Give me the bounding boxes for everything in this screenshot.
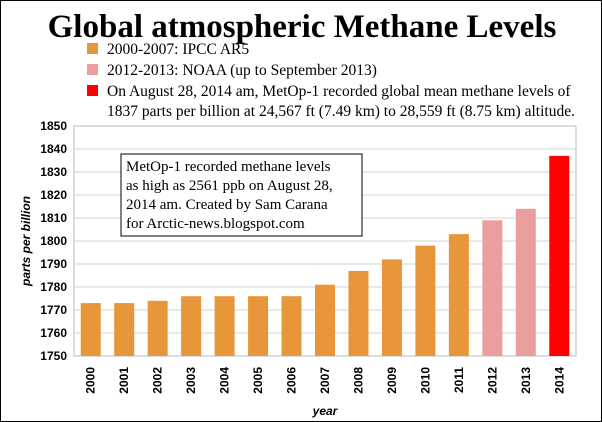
y-tick-label: 1820 <box>40 188 67 202</box>
legend-label: 2012-2013: NOAA (up to September 2013) <box>107 62 377 79</box>
annotation-line: for Arctic-news.blogspot.com <box>126 216 305 232</box>
y-tick-label: 1780 <box>40 280 67 294</box>
y-tick-label: 1830 <box>40 165 67 179</box>
bar <box>549 155 570 356</box>
legend: 2000-2007: IPCC AR5 2012-2013: NOAA (up t… <box>87 41 575 120</box>
y-tick-label: 1750 <box>40 349 67 363</box>
bar <box>80 303 101 356</box>
annotation-line: 2014 am. Created by Sam Carana <box>126 197 328 213</box>
x-tick-label: 2001 <box>117 367 131 394</box>
x-tick-label: 2007 <box>318 367 332 394</box>
legend-swatch <box>87 43 98 54</box>
annotation-line: MetOp-1 recorded methane levels <box>126 159 331 175</box>
x-tick-label: 2005 <box>251 367 265 394</box>
x-axis-ticks: 2000 2001 2002 2003 2004 2005 2006 2007 2008 2009… <box>84 367 567 394</box>
y-tick-label: 1850 <box>40 119 67 133</box>
bar <box>315 284 335 356</box>
bar <box>515 208 536 356</box>
bar <box>381 259 402 356</box>
x-tick-label: 2002 <box>151 367 165 394</box>
legend-swatch <box>87 64 98 75</box>
x-tick-label: 2011 <box>452 367 466 393</box>
bar <box>281 296 302 356</box>
x-tick-label: 2009 <box>385 367 399 394</box>
x-tick-label: 2014 <box>552 367 566 394</box>
x-tick-label: 2003 <box>184 367 198 394</box>
bars <box>80 155 570 356</box>
annotation-line: as high as 2561 ppb on August 28, <box>126 178 333 194</box>
x-tick-label: 2000 <box>84 367 98 394</box>
chart-title: Global atmospheric Methane Levels <box>48 9 557 45</box>
x-tick-label: 2013 <box>519 367 533 394</box>
y-tick-label: 1840 <box>40 142 67 156</box>
bar <box>214 296 235 356</box>
bar <box>482 220 503 356</box>
legend-label: On August 28, 2014 am, MetOp-1 recorded … <box>107 83 571 100</box>
y-tick-label: 1770 <box>40 303 67 317</box>
bar <box>147 300 168 356</box>
x-tick-label: 2008 <box>351 367 365 394</box>
y-axis-ticks: 1750 1760 1770 1780 1790 1800 1810 1820 1830 1840… <box>40 119 67 363</box>
bar <box>181 296 202 356</box>
bar <box>248 296 269 356</box>
y-tick-label: 1790 <box>40 257 67 271</box>
y-tick-label: 1810 <box>40 211 67 225</box>
bar <box>348 270 369 356</box>
x-tick-label: 2006 <box>285 367 299 394</box>
y-axis-title: parts per billion <box>19 196 33 287</box>
x-axis-title: year <box>312 404 339 418</box>
bar <box>415 245 436 356</box>
bar <box>114 303 135 356</box>
legend-swatch <box>87 85 98 96</box>
bar <box>448 234 469 356</box>
legend-label: 1837 parts per billion at 24,567 ft (7.4… <box>107 103 575 120</box>
x-tick-label: 2010 <box>418 367 432 394</box>
annotation-box: MetOp-1 recorded methane levels as high a… <box>120 153 363 237</box>
y-tick-label: 1800 <box>40 234 67 248</box>
x-tick-label: 2004 <box>218 367 232 394</box>
x-tick-label: 2012 <box>485 367 499 394</box>
annotation-border <box>120 153 363 237</box>
legend-label: 2000-2007: IPCC AR5 <box>107 41 249 58</box>
y-tick-label: 1760 <box>40 326 67 340</box>
